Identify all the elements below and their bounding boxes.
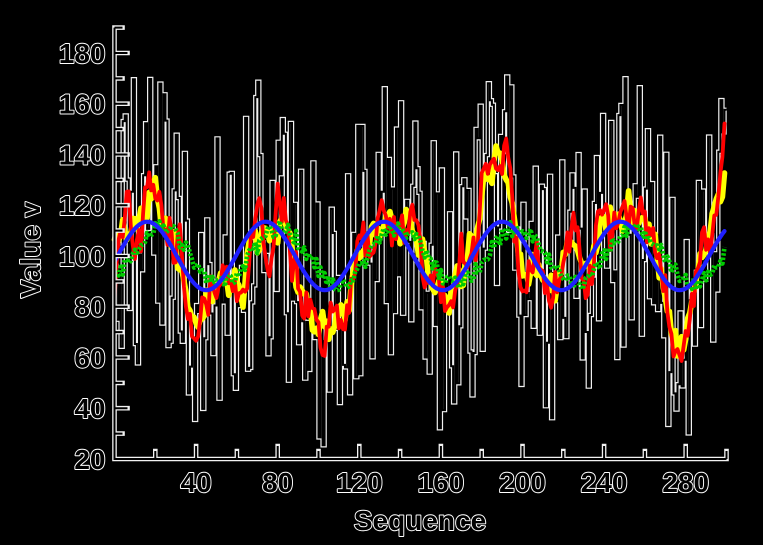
series-blue: [112, 219, 727, 293]
x-tick-label: 160: [418, 467, 465, 498]
x-axis-title: Sequence: [354, 505, 486, 536]
y-tick-label: 160: [59, 89, 106, 120]
y-tick-label: 20: [74, 444, 105, 475]
y-tick-label: 100: [59, 241, 106, 272]
y-tick-label: 140: [59, 140, 106, 171]
series-layer: [111, 74, 728, 448]
y-tick-label: 40: [74, 393, 105, 424]
x-tick-label: 80: [262, 467, 293, 498]
series-red: [112, 121, 727, 363]
tick-labels: 40 80 120 160 200 240 280 20 40 60 80 100 120 140 160 1…: [58, 37, 710, 499]
y-tick-label: 60: [74, 343, 105, 374]
x-tick-label: 200: [499, 467, 546, 498]
axes-layer: [112, 25, 729, 462]
x-tick-label: 240: [581, 467, 628, 498]
y-tick-label: 80: [74, 292, 105, 323]
x-tick-label: 280: [662, 467, 709, 498]
axes-core: [113, 26, 728, 460]
y-axis-title: Value v: [15, 201, 46, 298]
x-tick-label: 40: [181, 467, 212, 498]
series-green: [113, 218, 727, 293]
y-tick-label: 180: [59, 38, 106, 69]
y-tick-label: 120: [59, 190, 106, 221]
x-tick-label: 120: [336, 467, 383, 498]
